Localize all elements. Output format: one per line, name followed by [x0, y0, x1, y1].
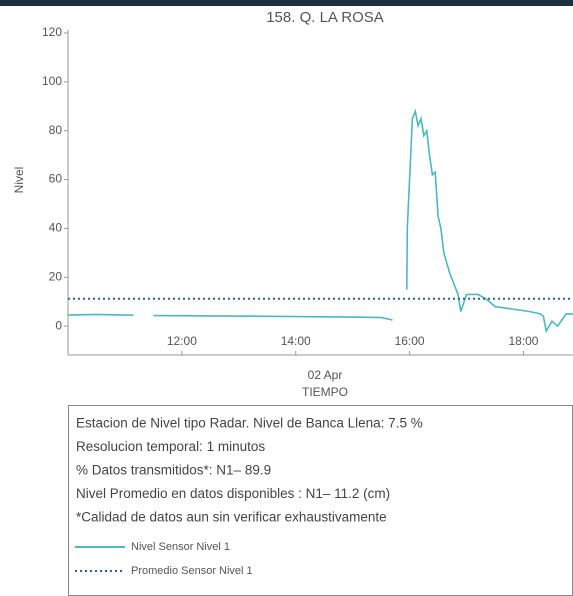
y-tick-label: 80	[49, 123, 63, 137]
y-tick-label: 100	[42, 74, 62, 88]
date-label: 02 Apr	[308, 368, 343, 382]
y-tick-label: 120	[42, 25, 62, 39]
y-tick-label: 60	[49, 172, 63, 186]
chart-title: 158. Q. LA ROSA	[266, 9, 384, 26]
y-axis-label: Nivel	[12, 167, 26, 194]
info-line: *Calidad de datos aun sin verificar exha…	[76, 510, 387, 525]
x-tick-label: 12:00	[167, 334, 197, 348]
x-tick-label: 14:00	[281, 334, 311, 348]
legend-label: Promedio Sensor Nivel 1	[131, 565, 253, 577]
x-tick-label: 16:00	[395, 334, 425, 348]
x-tick-label: 18:00	[508, 334, 538, 348]
series-line	[67, 108, 573, 334]
info-line: Nivel Promedio en datos disponibles : N1…	[76, 486, 390, 501]
y-tick-label: 20	[49, 269, 63, 283]
info-line: % Datos transmitidos*: N1– 89.9	[76, 463, 271, 478]
info-line: Estacion de Nivel tipo Radar. Nivel de B…	[76, 416, 423, 431]
info-line: Resolucion temporal: 1 minutos	[76, 439, 265, 454]
x-axis-label: TIEMPO	[302, 385, 348, 399]
legend-label: Nivel Sensor Nivel 1	[131, 541, 230, 553]
y-tick-label: 40	[49, 221, 63, 235]
top-bar	[0, 0, 573, 6]
y-tick-label: 0	[55, 318, 62, 332]
